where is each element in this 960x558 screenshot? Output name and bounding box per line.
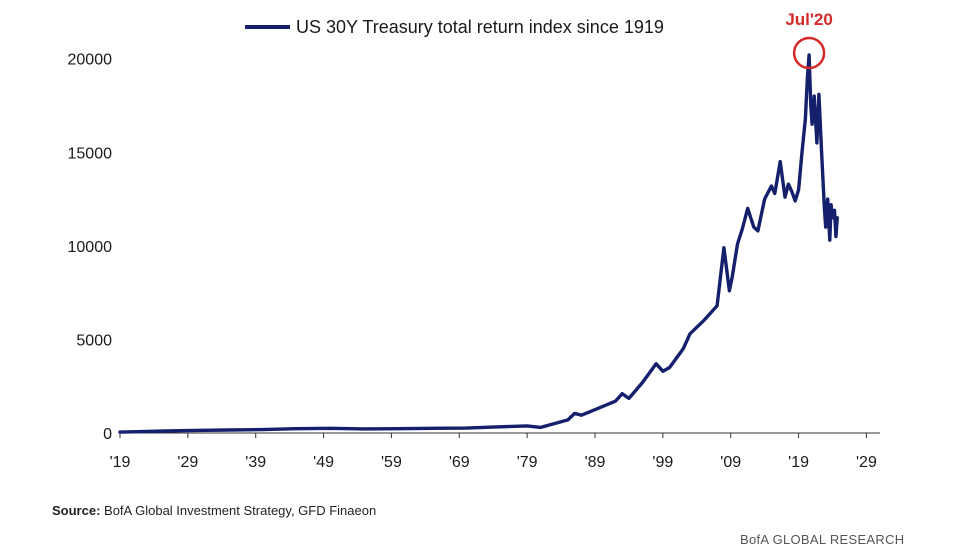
- y-tick-label: 15000: [68, 145, 113, 162]
- x-tick-label: '19: [788, 454, 809, 471]
- source-note: Source: BofA Global Investment Strategy,…: [52, 503, 376, 518]
- peak-annotation-label: Jul'20: [785, 10, 833, 29]
- x-tick-label: '59: [381, 454, 402, 471]
- y-tick-label: 0: [103, 426, 112, 443]
- x-tick-label: '49: [313, 454, 334, 471]
- y-tick-label: 20000: [68, 52, 113, 69]
- brand-label: BofA GLOBAL RESEARCH: [740, 532, 905, 547]
- legend-label: US 30Y Treasury total return index since…: [296, 17, 664, 37]
- x-tick-label: '09: [720, 454, 741, 471]
- source-text: BofA Global Investment Strategy, GFD Fin…: [104, 503, 377, 518]
- legend: US 30Y Treasury total return index since…: [245, 17, 664, 37]
- x-tick-label: '69: [449, 454, 470, 471]
- x-tick-label: '19: [110, 454, 131, 471]
- series-line: [118, 53, 839, 434]
- source-label: Source:: [52, 503, 101, 518]
- x-tick-label: '29: [856, 454, 877, 471]
- peak-marker-circle: [792, 36, 826, 70]
- annotation-layer: Jul'20: [785, 10, 833, 70]
- y-axis-ticks: 0 5000 10000 15000 20000: [68, 52, 113, 443]
- x-tick-label: '99: [652, 454, 673, 471]
- y-tick-label: 10000: [68, 239, 113, 256]
- series-layer: [118, 53, 839, 434]
- x-tick-label: '89: [585, 454, 606, 471]
- x-axis-ticks: '19 '29 '39 '49 '59 '69 '79 '89 '99 '09 '19 '29: [110, 433, 877, 471]
- x-tick-label: '39: [245, 454, 266, 471]
- y-tick-label: 5000: [76, 332, 112, 349]
- x-tick-label: '79: [517, 454, 538, 471]
- x-tick-label: '29: [177, 454, 198, 471]
